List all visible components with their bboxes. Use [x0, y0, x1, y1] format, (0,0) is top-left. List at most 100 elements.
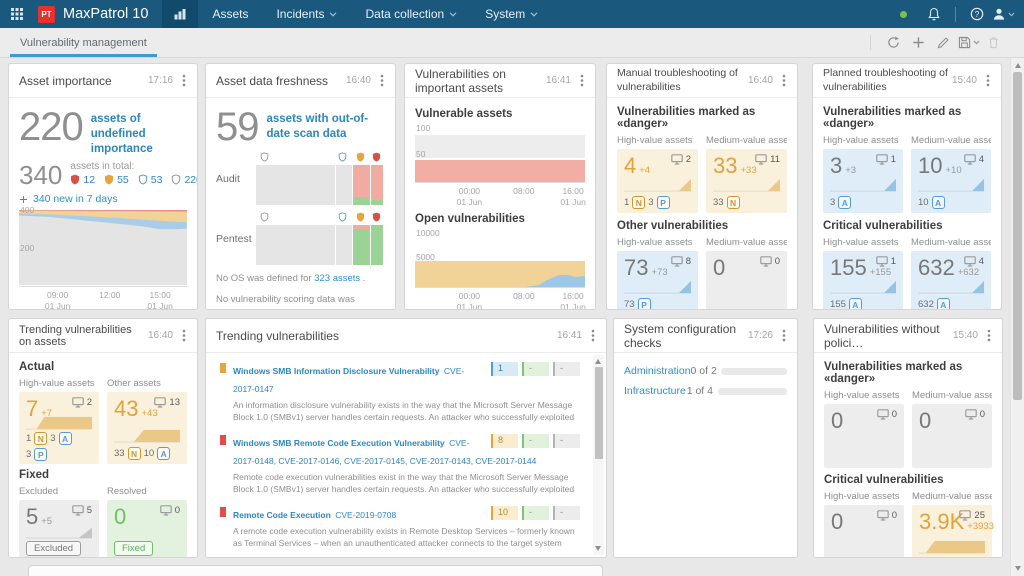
cve-link[interactable]: CVE-2017-0148, CVE-2017-0146, CVE-2017-0…	[233, 438, 537, 466]
stat-tile-other-medium[interactable]: 0 0	[706, 251, 787, 309]
nav-dashboards-button[interactable]	[162, 0, 199, 28]
tile-value: 0	[713, 255, 726, 280]
stat-tile-excluded[interactable]: 5 +5 5 Excluded	[19, 500, 99, 557]
export-dashboard-button[interactable]	[956, 31, 981, 55]
refresh-button[interactable]	[881, 31, 906, 55]
pt-logo[interactable]: PT	[38, 5, 55, 23]
add-dashboard-button[interactable]	[906, 31, 931, 55]
tab-vulnerability-management[interactable]: Vulnerability management	[10, 28, 157, 57]
vulnerability-title-link[interactable]: Windows SMB Information Disclosure Vulne…	[233, 366, 440, 376]
check-progress-text: 1 of 4	[686, 385, 713, 397]
affected-assets: 0	[760, 256, 780, 267]
stat-tile-other-high[interactable]: 73 +73 8 73 P	[617, 251, 698, 309]
severity-marker-medium	[220, 363, 226, 373]
stat-tile-critical-high[interactable]: 0 0	[824, 505, 904, 557]
card-menu-kebab[interactable]	[376, 73, 388, 89]
tile-value: 3	[830, 153, 843, 178]
notifications-bell-icon[interactable]	[921, 0, 947, 28]
card-menu-kebab[interactable]	[778, 73, 790, 89]
delete-dashboard-button[interactable]	[981, 31, 1006, 55]
undefined-severity-count[interactable]: 220	[171, 174, 197, 186]
plus-icon	[19, 195, 28, 204]
page-scrollbar[interactable]	[1010, 58, 1024, 576]
edit-dashboard-button[interactable]	[931, 31, 956, 55]
stat-tile-danger-high[interactable]: 0 0	[824, 404, 904, 468]
check-progress-text: 0 of 2	[690, 365, 717, 377]
stat-tile-danger-medium[interactable]: 0 0	[912, 404, 992, 468]
tile-value: 33	[713, 153, 738, 178]
stat-tile-actual-other[interactable]: 43 +43 13 33 N 10 A	[107, 392, 187, 464]
nav-label: Incidents	[276, 7, 325, 21]
trend-sparkline	[830, 280, 896, 294]
pentest-freshness-bar[interactable]	[256, 225, 385, 265]
chevron-down-icon	[329, 12, 337, 17]
stat-tile-danger-medium[interactable]: 10 +10 4 10 A	[911, 149, 991, 213]
stat-tile-resolved[interactable]: 0 0 Fixed	[107, 500, 187, 557]
tile-value: 632	[918, 255, 955, 280]
app-menu-icon[interactable]	[0, 0, 34, 28]
administration-link[interactable]: Administration	[624, 365, 691, 377]
card-menu-kebab[interactable]	[587, 328, 599, 344]
new-assets-link[interactable]: 340 new in 7 days	[19, 193, 187, 205]
card-scrollbar[interactable]	[593, 355, 604, 555]
card-menu-kebab[interactable]	[982, 73, 994, 89]
scrollbar-thumb[interactable]	[1013, 72, 1022, 400]
stat-tile-danger-medium[interactable]: 33 +33 11 33 N	[706, 149, 787, 213]
affected-assets: 1	[876, 256, 896, 267]
vulnerability-title-link[interactable]: Windows SMB Remote Code Execution Vulner…	[233, 438, 445, 448]
scrollbar-thumb[interactable]	[594, 367, 603, 459]
user-menu[interactable]	[990, 0, 1016, 28]
low-severity-count[interactable]: 53	[138, 174, 162, 186]
assets-link[interactable]: 323 assets	[314, 273, 361, 284]
section-heading: Critical vulnerabilities	[824, 474, 944, 486]
scroll-up-arrow[interactable]	[1014, 63, 1021, 68]
scroll-down-arrow[interactable]	[1014, 566, 1021, 571]
stat-tile-critical-medium[interactable]: 632 +632 4 632 A	[911, 251, 991, 309]
vulnerability-list-item[interactable]: 10 - - Remote Code Execution CVE-2019-07…	[220, 505, 580, 550]
card-asset-data-freshness: Asset data freshness 16:40 59 assets wit…	[205, 63, 396, 310]
card-title: Trending vulnerabilities on assets	[19, 323, 132, 348]
section-heading: Vulnerabilities marked as «danger»	[617, 106, 756, 130]
card-menu-kebab[interactable]	[178, 73, 190, 89]
vulnerability-list-item[interactable]: 1 - - Windows SMB Information Disclosure…	[220, 361, 580, 424]
card-menu-kebab[interactable]	[576, 73, 588, 89]
monitor-icon	[160, 505, 172, 516]
scroll-down-arrow[interactable]	[595, 546, 601, 551]
asset-importance-area-chart: 400 200 09:00 01 Jun 12:00 15:00 01 Jun	[19, 205, 187, 309]
cve-link[interactable]: CVE-2017-0147	[233, 366, 465, 394]
nav-item-incidents[interactable]: Incidents	[262, 0, 351, 28]
infrastructure-link[interactable]: Infrastructure	[624, 385, 686, 397]
vulnerability-title-link[interactable]: Remote Code Execution	[233, 510, 331, 520]
assets-link[interactable]: 326 assets	[270, 308, 316, 309]
scroll-up-arrow[interactable]	[595, 359, 601, 364]
nav-item-data-collection[interactable]: Data collection	[351, 0, 471, 28]
audit-freshness-bar[interactable]	[256, 165, 385, 205]
stat-tile-critical-high[interactable]: 155 +155 1 155 A	[823, 251, 903, 309]
tile-value: 0	[831, 509, 844, 534]
cve-link[interactable]: CVE-2019-0708	[335, 510, 397, 520]
nav-item-assets[interactable]: Assets	[198, 0, 262, 28]
severity-letter-badge: A	[931, 196, 945, 209]
vulnerability-list-item[interactable]: 8 - - Windows SMB Remote Code Execution …	[220, 433, 580, 496]
card-planned-troubleshooting: Planned troubleshooting of vulnerabiliti…	[812, 63, 1002, 310]
card-menu-kebab[interactable]	[178, 328, 190, 344]
card-menu-kebab[interactable]	[983, 328, 995, 344]
section-heading: Actual	[19, 361, 55, 373]
vuln-stat-badges: 8 - -	[491, 434, 580, 448]
save-icon	[958, 36, 971, 49]
tile-label: Medium-value assets	[706, 237, 787, 248]
affected-assets: 11	[755, 154, 780, 165]
severity-letter-badge: N	[726, 196, 740, 209]
stat-tile-critical-medium[interactable]: 3.9K +3933 25 3.9KN	[912, 505, 994, 557]
nav-item-system[interactable]: System	[471, 0, 552, 28]
medium-severity-count[interactable]: 55	[104, 174, 129, 186]
card-menu-kebab[interactable]	[778, 328, 790, 344]
tile-value: 73	[624, 255, 649, 280]
refresh-icon	[887, 36, 900, 49]
tile-label: High-value assets	[824, 491, 900, 502]
help-icon[interactable]	[964, 0, 990, 28]
high-severity-count[interactable]: 12	[70, 174, 95, 186]
